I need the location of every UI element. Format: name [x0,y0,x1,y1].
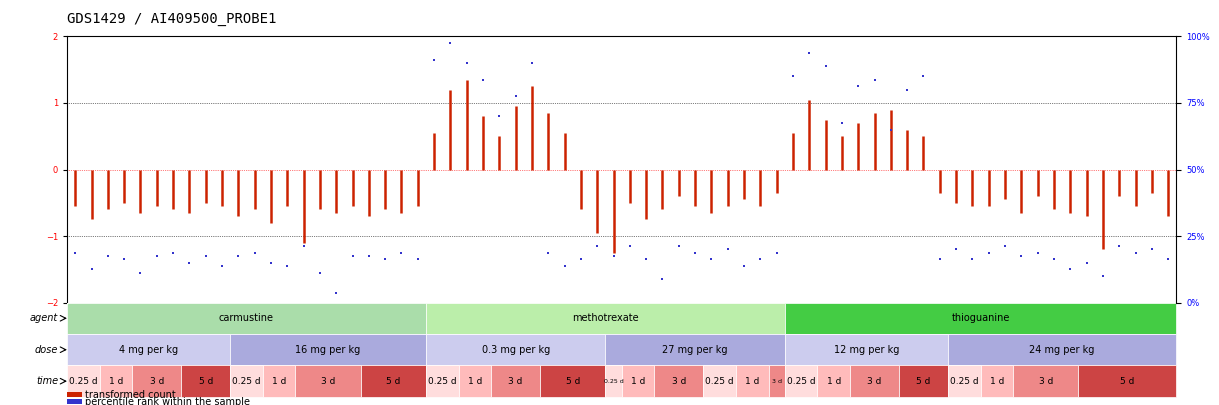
Bar [1079,365,1176,397]
Text: 27 mg per kg: 27 mg per kg [662,345,728,355]
Text: 1 d: 1 d [630,377,645,386]
Bar [818,365,850,397]
Bar [540,365,606,397]
Text: time: time [37,376,59,386]
Text: 5 d: 5 d [566,377,580,386]
Bar [850,365,898,397]
Bar [606,365,622,397]
Bar [948,334,1176,365]
Text: thioguanine: thioguanine [951,313,1009,323]
Text: 3 d: 3 d [1039,377,1053,386]
Text: 0.25 d: 0.25 d [786,377,816,386]
Bar [898,365,948,397]
Text: 0.25 d: 0.25 d [232,377,261,386]
Text: 1 d: 1 d [468,377,482,386]
Text: agent: agent [30,313,59,323]
Bar [100,365,133,397]
Text: transformed count: transformed count [85,390,176,400]
Text: 0.25 d: 0.25 d [950,377,979,386]
Text: 3 d: 3 d [321,377,335,386]
Text: 16 mg per kg: 16 mg per kg [295,345,361,355]
Bar [67,365,100,397]
Bar [425,365,458,397]
Text: carmustine: carmustine [219,313,274,323]
Text: 1 d: 1 d [272,377,286,386]
Bar [458,365,491,397]
Text: 3 d: 3 d [672,377,686,386]
Bar [785,365,818,397]
Bar [606,334,785,365]
Bar [785,303,1176,334]
Text: 0.25 d: 0.25 d [706,377,734,386]
Bar [703,365,736,397]
Bar [230,334,425,365]
Text: 5 d: 5 d [386,377,401,386]
Text: dose: dose [35,345,59,355]
Bar [425,334,606,365]
Text: GDS1429 / AI409500_PROBE1: GDS1429 / AI409500_PROBE1 [67,12,277,26]
Bar [263,365,295,397]
Text: 24 mg per kg: 24 mg per kg [1030,345,1095,355]
Text: 1 d: 1 d [826,377,841,386]
Text: 0.25 d: 0.25 d [603,379,623,384]
Text: 0.25 d: 0.25 d [428,377,457,386]
Bar [67,334,230,365]
Bar [182,365,230,397]
Text: 3 d: 3 d [150,377,163,386]
Text: 0.3 mg per kg: 0.3 mg per kg [482,345,550,355]
Text: 5 d: 5 d [917,377,930,386]
Text: 3 d: 3 d [868,377,881,386]
Text: percentile rank within the sample: percentile rank within the sample [85,397,250,405]
Text: 3 d: 3 d [508,377,523,386]
Text: 3 d: 3 d [772,379,781,384]
Bar [980,365,1013,397]
Bar [295,365,361,397]
Text: 1 d: 1 d [745,377,759,386]
Bar [948,365,980,397]
Bar [768,365,785,397]
Bar [133,365,182,397]
Bar [230,365,263,397]
Text: methotrexate: methotrexate [572,313,639,323]
Text: 0.25 d: 0.25 d [69,377,98,386]
Bar [655,365,703,397]
Text: 1 d: 1 d [990,377,1004,386]
Bar [1013,365,1079,397]
Text: 5 d: 5 d [199,377,213,386]
Text: 12 mg per kg: 12 mg per kg [834,345,900,355]
Bar [425,303,785,334]
Bar [736,365,768,397]
Bar [785,334,948,365]
Text: 4 mg per kg: 4 mg per kg [119,345,178,355]
Text: 5 d: 5 d [1120,377,1135,386]
Bar [67,303,425,334]
Text: 1 d: 1 d [108,377,123,386]
Bar [622,365,655,397]
Bar [491,365,540,397]
Bar [361,365,425,397]
